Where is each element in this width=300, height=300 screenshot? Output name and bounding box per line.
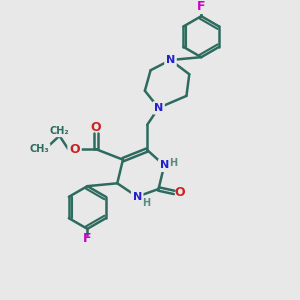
Text: F: F — [197, 0, 206, 13]
Text: N: N — [133, 192, 142, 202]
Text: H: H — [142, 198, 150, 208]
Text: O: O — [174, 186, 184, 199]
Text: N: N — [154, 103, 163, 113]
Text: O: O — [69, 142, 80, 156]
Text: N: N — [166, 55, 175, 65]
Text: O: O — [91, 121, 101, 134]
Text: H: H — [169, 158, 177, 167]
Text: N: N — [160, 160, 169, 170]
Text: CH₂: CH₂ — [50, 126, 69, 136]
Text: CH₃: CH₃ — [30, 144, 49, 154]
Text: F: F — [82, 232, 91, 245]
